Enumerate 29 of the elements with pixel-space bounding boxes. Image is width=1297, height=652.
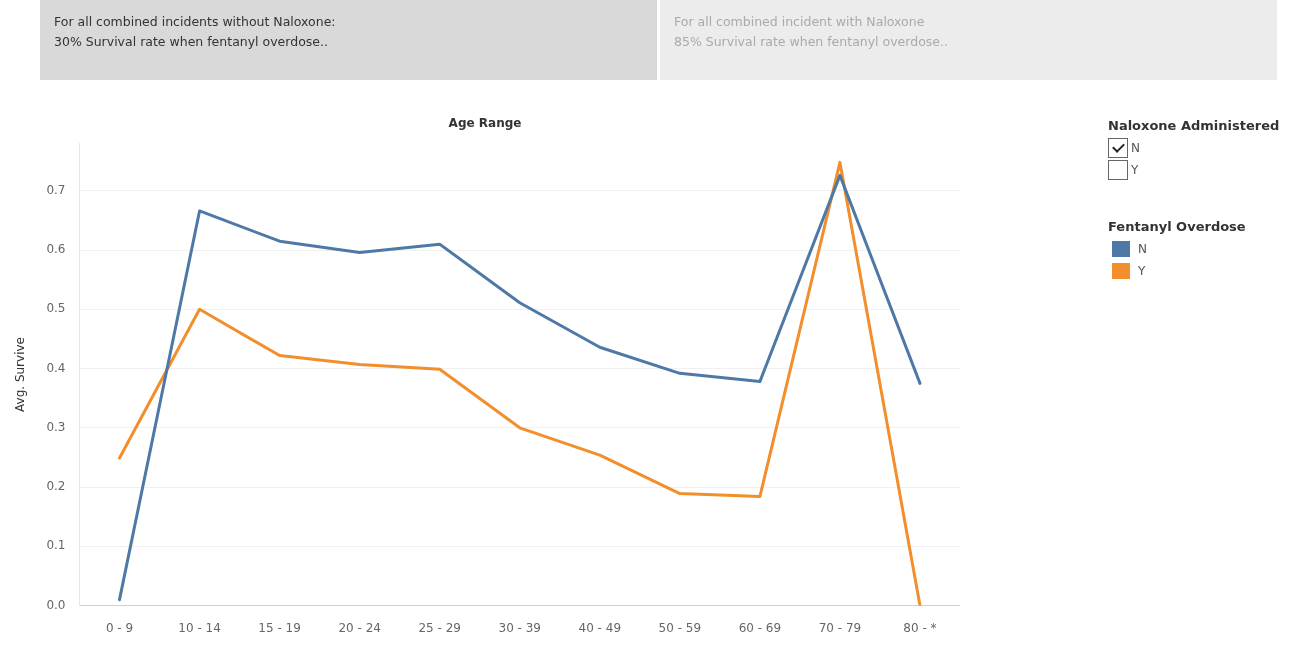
y-tick-label: 0.4: [46, 360, 66, 375]
x-tick-label: 80 - *: [903, 620, 937, 635]
x-tick-label: 0 - 9: [105, 620, 134, 635]
text: For all combined incidents without Naloxone: 30% Survival rate when fentanyl overdose..: [40, 0, 657, 80]
y-tick-label: 0.6: [46, 242, 66, 257]
x-tick-label: 25 - 29: [418, 620, 461, 635]
x-tick-label: 20 - 24: [338, 620, 381, 635]
legend-title: Fentanyl Overdose: [1108, 219, 1247, 234]
x-tick-label: 15 - 19: [258, 620, 301, 635]
legend-label: N: [1138, 242, 1147, 256]
x-tick-label: 10 - 14: [178, 620, 221, 635]
y-tick-label: 0.7: [46, 182, 66, 197]
y-tick-label: 0.5: [46, 301, 66, 316]
text: Naloxone Administered: [1108, 118, 1280, 133]
y-tick-label: 0.3: [46, 419, 66, 434]
legend-label: Y: [1138, 264, 1146, 278]
x-tick-label: 60 - 69: [738, 620, 782, 635]
y-axis-title: Avg. Survive: [13, 337, 28, 412]
x-tick-label: 40 - 49: [578, 620, 622, 635]
x-tick-label: 50 - 59: [658, 620, 702, 635]
y-tick-label: 0.0: [46, 597, 66, 612]
x-tick-label: 30 - 39: [498, 620, 541, 635]
text: Y: [1131, 163, 1139, 177]
y-tick-label: 0.1: [46, 538, 66, 553]
text: For all combined incident with Naloxone 85% Survival rate when fentanyl overdose..: [660, 0, 1277, 80]
y-tick-label: 0.2: [46, 479, 66, 494]
text: N: [1131, 141, 1140, 155]
chart-title: Age Range: [448, 116, 522, 131]
x-tick-label: 70 - 79: [818, 620, 862, 635]
